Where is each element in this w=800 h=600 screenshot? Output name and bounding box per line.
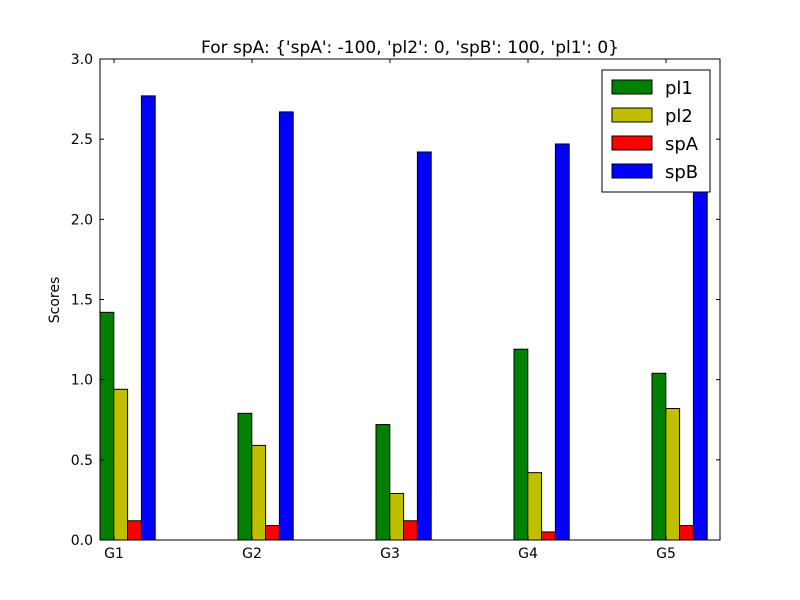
y-tick-label-1.0: 1.0	[71, 373, 93, 389]
chart-title: For spA: {'spA': -100, 'pl2': 0, 'spB': …	[201, 38, 619, 58]
bars-group	[99, 95, 708, 541]
bar-pl2-G4	[527, 472, 543, 541]
x-tick-label-G1: G1	[104, 546, 124, 562]
bar-spB-G2	[278, 111, 294, 541]
bar-pl1-G1	[99, 311, 115, 541]
bar-pl2-G2	[251, 444, 267, 541]
x-tick-label-G5: G5	[656, 546, 676, 562]
bar-spA-G5	[679, 525, 694, 541]
y-tick-label-0.0: 0.0	[71, 533, 93, 549]
legend-swatch-spA	[611, 135, 653, 151]
bar-pl2-G3	[389, 493, 405, 541]
y-tick-label-1.5: 1.5	[71, 293, 93, 309]
bar-spA-G4	[541, 531, 556, 541]
y-axis-label: Scores	[47, 277, 63, 324]
legend-label-spB: spB	[665, 162, 698, 183]
bar-spA-G1	[127, 520, 142, 541]
bar-pl1-G2	[237, 412, 253, 541]
legend-label-pl1: pl1	[665, 78, 693, 99]
bar-spB-G1	[140, 95, 156, 541]
legend-label-pl2: pl2	[665, 106, 693, 127]
y-tick-label-2.0: 2.0	[71, 212, 93, 228]
bar-spB-G4	[554, 143, 570, 541]
bar-pl1-G3	[375, 424, 391, 541]
legend-swatch-spB	[611, 163, 653, 179]
y-tick-label-3.0: 3.0	[71, 52, 93, 68]
x-tick-label-G3: G3	[380, 546, 400, 562]
y-tick-label-2.5: 2.5	[71, 132, 93, 148]
bar-spA-G2	[265, 525, 280, 541]
bar-spA-G3	[403, 520, 418, 541]
x-tick-label-G4: G4	[518, 546, 538, 562]
bar-pl2-G5	[665, 408, 681, 541]
legend-label-spA: spA	[665, 134, 699, 155]
bar-pl2-G1	[113, 388, 129, 541]
bar-spB-G3	[416, 151, 432, 541]
ticks-group: G1 G2 G3 G4 G5 0.0 0.5 1.0 1.5 2.0 2.5 3.0	[71, 52, 720, 562]
legend: pl1 pl2 spA spB	[601, 69, 711, 193]
plot-frame	[99, 58, 721, 541]
bar-pl1-G5	[651, 372, 667, 541]
y-tick-label-0.5: 0.5	[71, 453, 93, 469]
legend-swatch-pl2	[611, 107, 653, 123]
x-tick-label-G2: G2	[242, 546, 262, 562]
bar-pl1-G4	[513, 348, 529, 541]
legend-swatch-pl1	[611, 79, 653, 95]
bar-spB-G5	[692, 151, 708, 541]
